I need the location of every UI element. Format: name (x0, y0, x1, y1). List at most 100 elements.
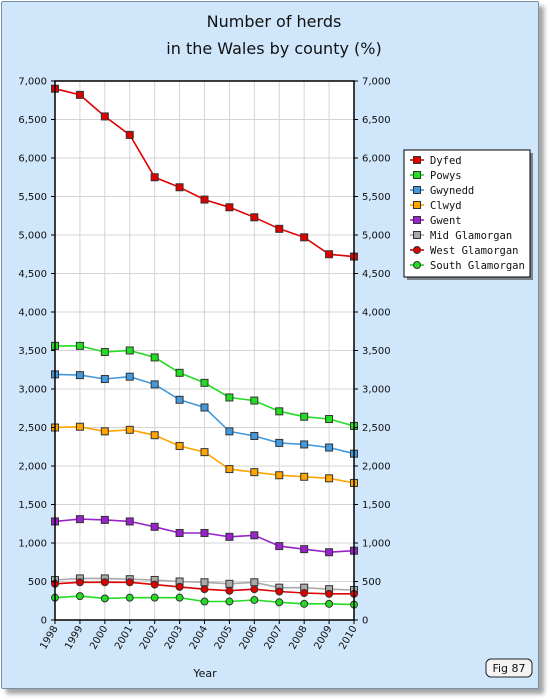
x-tick-label: 2000 (88, 624, 110, 652)
figure-badge-box (485, 658, 533, 678)
data-point (125, 346, 134, 355)
data-point (325, 474, 334, 483)
data-point (150, 593, 159, 602)
data-point (300, 472, 309, 481)
legend-box (403, 149, 531, 278)
legend-label: South Glamorgan (430, 260, 525, 272)
data-point (100, 427, 109, 436)
figure-badge-label: Fig 87 (492, 662, 525, 675)
data-point (100, 578, 109, 587)
data-point (150, 522, 159, 531)
y-tick-label-left: 3,000 (18, 385, 47, 396)
data-point (150, 353, 159, 362)
data-point (225, 586, 234, 595)
legend-label: Clwyd (430, 200, 462, 212)
data-point (300, 545, 309, 554)
legend-swatch-marker (413, 216, 421, 224)
data-point (200, 195, 209, 204)
y-tick-label-right: 7,000 (362, 77, 391, 88)
data-point (175, 528, 184, 537)
data-point (225, 579, 234, 588)
data-point (275, 224, 284, 233)
x-tick-label: 2010 (337, 624, 359, 652)
y-tick-label-right: 4,000 (362, 308, 391, 319)
legend-swatch-marker (413, 186, 421, 194)
legend-swatch-marker (413, 246, 421, 254)
x-tick-label: 2002 (138, 624, 160, 652)
data-point (200, 448, 209, 457)
data-point (200, 403, 209, 412)
data-point (275, 407, 284, 416)
legend-label: Mid Glamorgan (430, 230, 512, 242)
data-point (250, 578, 259, 587)
data-point (300, 233, 309, 242)
y-tick-label-left: 6,500 (18, 115, 47, 126)
data-point (175, 395, 184, 404)
x-tick-label: 2008 (288, 624, 310, 652)
data-point (200, 597, 209, 606)
y-tick-label-right: 1,500 (362, 500, 391, 511)
data-point (275, 471, 284, 480)
data-point (150, 431, 159, 440)
y-tick-label-right: 3,000 (362, 385, 391, 396)
y-tick-label-right: 2,000 (362, 462, 391, 473)
data-point (125, 578, 134, 587)
legend-swatch-marker (413, 156, 421, 164)
y-tick-label-right: 2,500 (362, 423, 391, 434)
data-point (200, 528, 209, 537)
chart-title-line-2: in the Wales by county (%) (166, 39, 381, 58)
data-point (250, 585, 259, 594)
data-point (75, 515, 84, 524)
data-point (150, 173, 159, 182)
data-point (300, 589, 309, 598)
x-tick-label: 2005 (213, 624, 235, 652)
x-tick-label: 2009 (312, 624, 334, 652)
data-point (225, 203, 234, 212)
chart-title-line-1: Number of herds (207, 12, 342, 31)
data-point (325, 599, 334, 608)
y-tick-label-right: 4,500 (362, 269, 391, 280)
x-tick-label: 2001 (113, 624, 135, 652)
y-tick-label-right: 3,500 (362, 346, 391, 357)
data-point (125, 517, 134, 526)
data-point (325, 443, 334, 452)
data-point (75, 422, 84, 431)
data-point (75, 592, 84, 601)
y-tick-label-left: 0 (41, 616, 47, 627)
data-point (175, 183, 184, 192)
data-point (225, 597, 234, 606)
y-tick-label-right: 0 (362, 616, 368, 627)
data-point (200, 378, 209, 387)
data-point (300, 412, 309, 421)
y-tick-label-right: 500 (362, 577, 381, 588)
data-point (250, 531, 259, 540)
x-tick-label: 2004 (188, 624, 210, 652)
legend-label: Gwynedd (430, 185, 474, 197)
x-tick-label: 2006 (238, 624, 260, 652)
data-point (200, 585, 209, 594)
y-tick-label-left: 1,000 (18, 539, 47, 550)
data-point (100, 348, 109, 357)
data-point (150, 380, 159, 389)
y-tick-label-left: 6,000 (18, 154, 47, 165)
y-tick-label-right: 5,000 (362, 231, 391, 242)
y-tick-label-left: 5,500 (18, 192, 47, 203)
legend: Dyfed Powys Gwynedd Clwyd Gwent Mid Glamorgan… (403, 149, 533, 280)
data-point (275, 542, 284, 551)
y-tick-label-left: 1,500 (18, 500, 47, 511)
legend-label: Dyfed (430, 155, 462, 167)
legend-label: Powys (430, 170, 462, 182)
legend-label: Gwent (430, 215, 462, 227)
data-point (225, 532, 234, 541)
data-point (100, 374, 109, 383)
x-tick-label: 1998 (38, 624, 60, 652)
data-point (275, 438, 284, 447)
y-tick-label-right: 6,500 (362, 115, 391, 126)
data-point (175, 593, 184, 602)
x-tick-label: 2007 (263, 624, 285, 652)
data-point (125, 130, 134, 139)
data-point (250, 396, 259, 405)
data-point (125, 372, 134, 381)
data-point (250, 595, 259, 604)
